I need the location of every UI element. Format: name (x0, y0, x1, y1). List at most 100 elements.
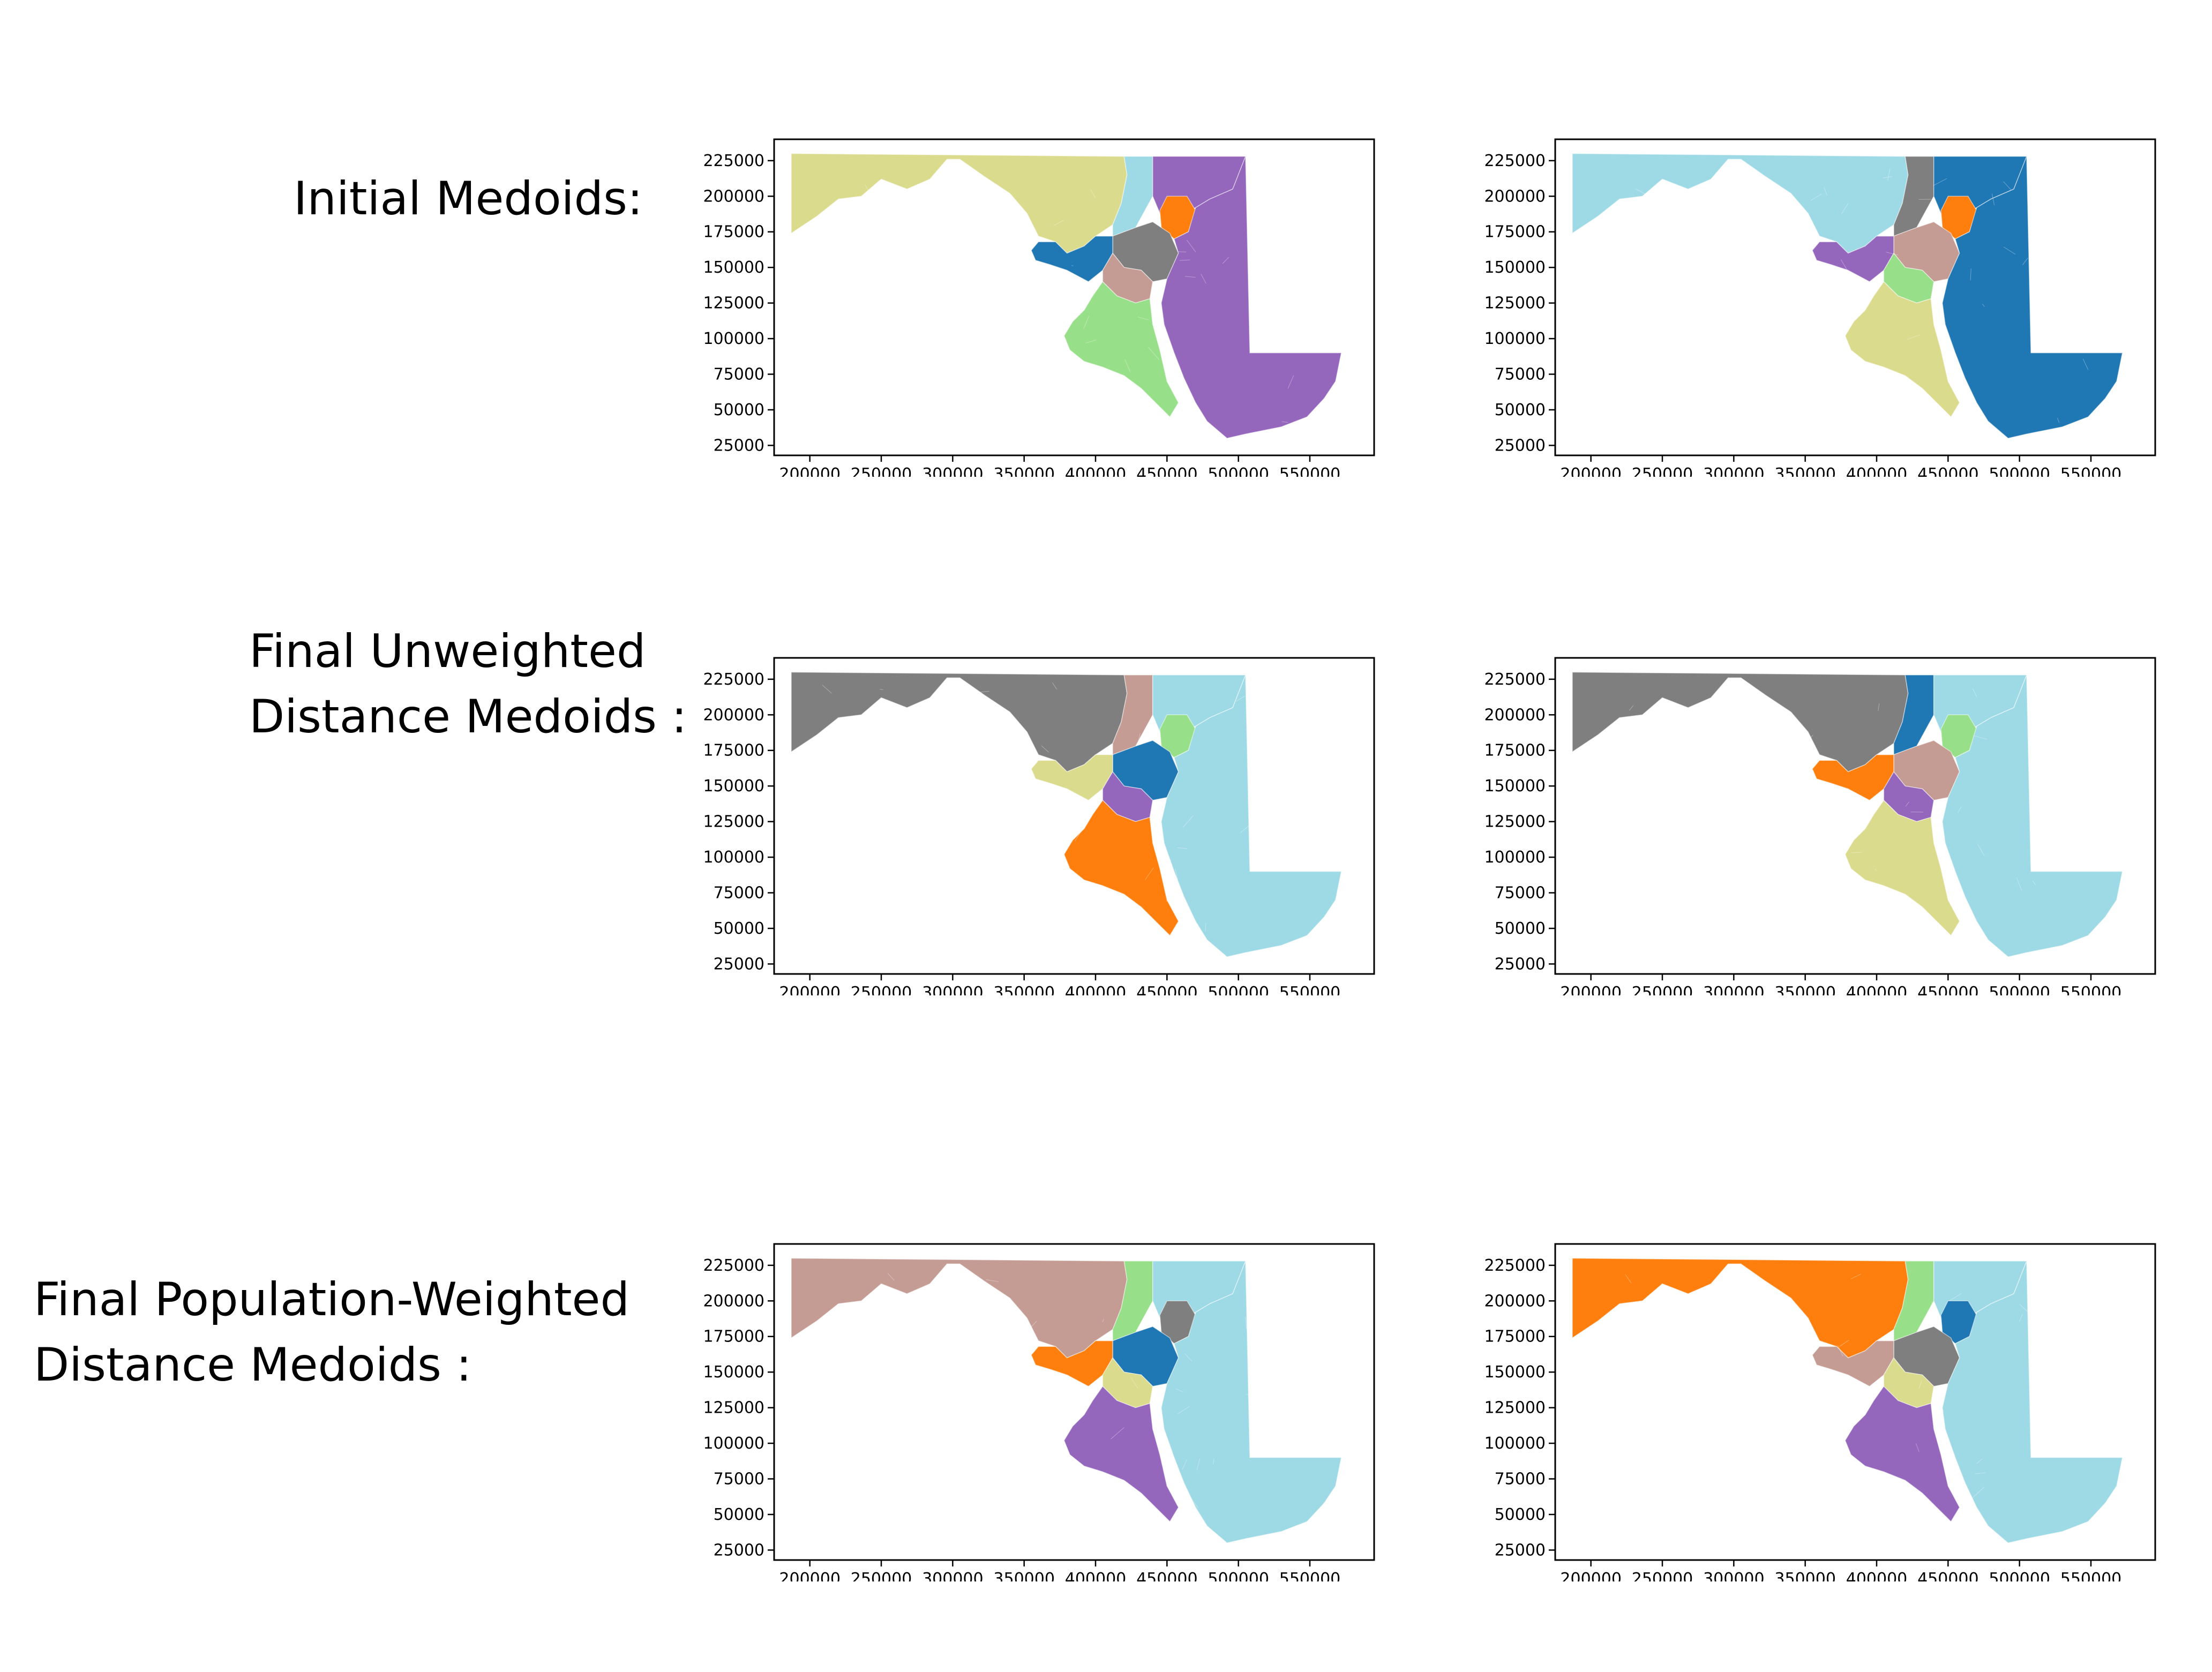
map-panel-unweighted-left: 200000 250000 300000 350000 400000 450000 5000… (648, 642, 1484, 995)
y-tick-label: 200000 (1484, 187, 1546, 206)
district-southern (1844, 281, 1960, 418)
x-tick-label: 300000 (922, 465, 984, 477)
x-tick-label: 450000 (1917, 984, 1979, 995)
y-tick-label: 225000 (1484, 152, 1546, 170)
y-tick-label: 150000 (1484, 777, 1546, 796)
x-tick-label: 450000 (1136, 984, 1198, 995)
row-label-line: Distance Medoids : (34, 1338, 472, 1392)
y-tick-label: 25000 (714, 955, 764, 973)
x-tick-label: 500000 (1208, 984, 1269, 995)
x-tick-label: 350000 (1774, 465, 1836, 477)
x-tick-label: 400000 (1846, 1570, 1908, 1581)
district-southern (1063, 799, 1179, 936)
x-tick-label: 200000 (1560, 1570, 1622, 1581)
x-tick-label: 350000 (1774, 1570, 1836, 1581)
y-tick-label: 125000 (1484, 294, 1546, 313)
x-tick-label: 400000 (1846, 984, 1908, 995)
y-tick-label: 100000 (1484, 329, 1546, 348)
x-tick-label: 550000 (1279, 984, 1341, 995)
x-tick-label: 350000 (993, 1570, 1055, 1581)
tract-texture (1594, 167, 2089, 423)
tract-texture (1629, 682, 2088, 953)
y-tick-label: 25000 (714, 1541, 764, 1559)
x-tick-label: 400000 (1846, 465, 1908, 477)
map-panel-weighted-right: 200000 250000 300000 350000 400000 450000 5000… (1429, 1228, 2212, 1581)
x-tick-label: 300000 (922, 984, 984, 995)
y-tick-label: 50000 (714, 401, 764, 419)
map-panel-weighted-left: 200000 250000 300000 350000 400000 450000 5000… (648, 1228, 1484, 1581)
x-tick-label: 350000 (993, 465, 1055, 477)
map-panel-initial-right: 200000 250000 300000 350000 400000 450000 5000… (1429, 123, 2212, 477)
y-tick-label: 150000 (1484, 1363, 1546, 1382)
district-eastern (1160, 674, 1342, 957)
x-tick-label: 250000 (851, 1570, 912, 1581)
map-svg-final-unweighted-left: 200000 250000 300000 350000 400000 450000 5000… (703, 657, 1375, 995)
y-tick-label: 125000 (703, 1399, 764, 1418)
row-label-line: Distance Medoids : (249, 690, 687, 744)
map-svg-final-unweighted-right: 200000 250000 300000 350000 400000 450000 5000… (1484, 657, 2156, 995)
x-tick-label: 550000 (1279, 1570, 1341, 1581)
map-svg-final-weighted-right: 200000 250000 300000 350000 400000 450000 5000… (1484, 1243, 2156, 1581)
map-panel-unweighted-right: 200000 250000 300000 350000 400000 450000 5000… (1429, 642, 2212, 995)
y-tick-label: 100000 (703, 1434, 764, 1453)
y-tick-label: 200000 (1484, 1292, 1546, 1310)
y-tick-label: 125000 (703, 294, 764, 313)
y-tick-label: 75000 (714, 365, 764, 384)
x-tick-label: 500000 (1208, 465, 1269, 477)
district-southern (1063, 281, 1179, 418)
district-eastern (1941, 674, 2123, 957)
y-tick-label: 200000 (1484, 706, 1546, 724)
y-tick-label: 50000 (1495, 1505, 1546, 1524)
row-label-line: Final Unweighted (249, 625, 646, 678)
tract-texture (1617, 1273, 2106, 1530)
y-tick-label: 25000 (1495, 955, 1546, 973)
row-label-initial-medoids: Initial Medoids: (294, 166, 643, 231)
district-eastern (1941, 156, 2123, 439)
row-label-final-unweighted: Final Unweighted Distance Medoids : (249, 619, 687, 749)
x-tick-label: 300000 (1703, 984, 1765, 995)
district-southern (1844, 1385, 1960, 1523)
x-tick-label: 350000 (993, 984, 1055, 995)
district-eastern (1160, 156, 1342, 439)
district-southern (1063, 1385, 1179, 1523)
tract-texture (813, 1273, 1316, 1540)
x-tick-label: 500000 (1989, 1570, 2050, 1581)
y-tick-label: 75000 (1495, 1470, 1546, 1489)
x-tick-label: 200000 (779, 465, 841, 477)
x-tick-label: 550000 (1279, 465, 1341, 477)
x-tick-label: 250000 (1632, 984, 1693, 995)
x-tick-label: 450000 (1917, 465, 1979, 477)
y-tick-label: 25000 (1495, 436, 1546, 455)
x-tick-label: 550000 (2060, 984, 2122, 995)
y-tick-label: 50000 (1495, 919, 1546, 938)
y-tick-label: 175000 (703, 741, 764, 760)
row-label-final-weighted: Final Population-Weighted Distance Medoi… (34, 1267, 629, 1398)
y-tick-label: 150000 (703, 1363, 764, 1382)
map-svg-initial-medoids-right: 200000 250000 300000 350000 400000 450000 5000… (1484, 138, 2156, 477)
y-tick-label: 75000 (1495, 884, 1546, 903)
x-tick-label: 300000 (1703, 465, 1765, 477)
x-tick-label: 250000 (851, 984, 912, 995)
x-tick-label: 300000 (1703, 1570, 1765, 1581)
y-tick-label: 100000 (1484, 848, 1546, 867)
x-tick-label: 500000 (1989, 465, 2050, 477)
y-tick-label: 50000 (1495, 401, 1546, 419)
x-tick-label: 500000 (1989, 984, 2050, 995)
y-tick-label: 100000 (703, 329, 764, 348)
y-tick-label: 75000 (714, 1470, 764, 1489)
y-tick-label: 25000 (714, 436, 764, 455)
tract-texture (827, 181, 1321, 423)
map-svg-final-weighted-left: 200000 250000 300000 350000 400000 450000 5000… (703, 1243, 1375, 1581)
x-tick-label: 200000 (779, 1570, 841, 1581)
y-tick-label: 150000 (703, 258, 764, 277)
x-tick-label: 200000 (1560, 984, 1622, 995)
x-tick-label: 200000 (779, 984, 841, 995)
x-tick-label: 200000 (1560, 465, 1622, 477)
y-tick-label: 100000 (1484, 1434, 1546, 1453)
x-tick-label: 450000 (1136, 1570, 1198, 1581)
y-tick-label: 175000 (703, 223, 764, 242)
district-eastern (1941, 1261, 2123, 1543)
y-tick-label: 100000 (703, 848, 764, 867)
x-tick-label: 250000 (1632, 1570, 1693, 1581)
map-panel-initial-left: 200000 250000 300000 350000 400000 450000 5000… (648, 123, 1484, 477)
